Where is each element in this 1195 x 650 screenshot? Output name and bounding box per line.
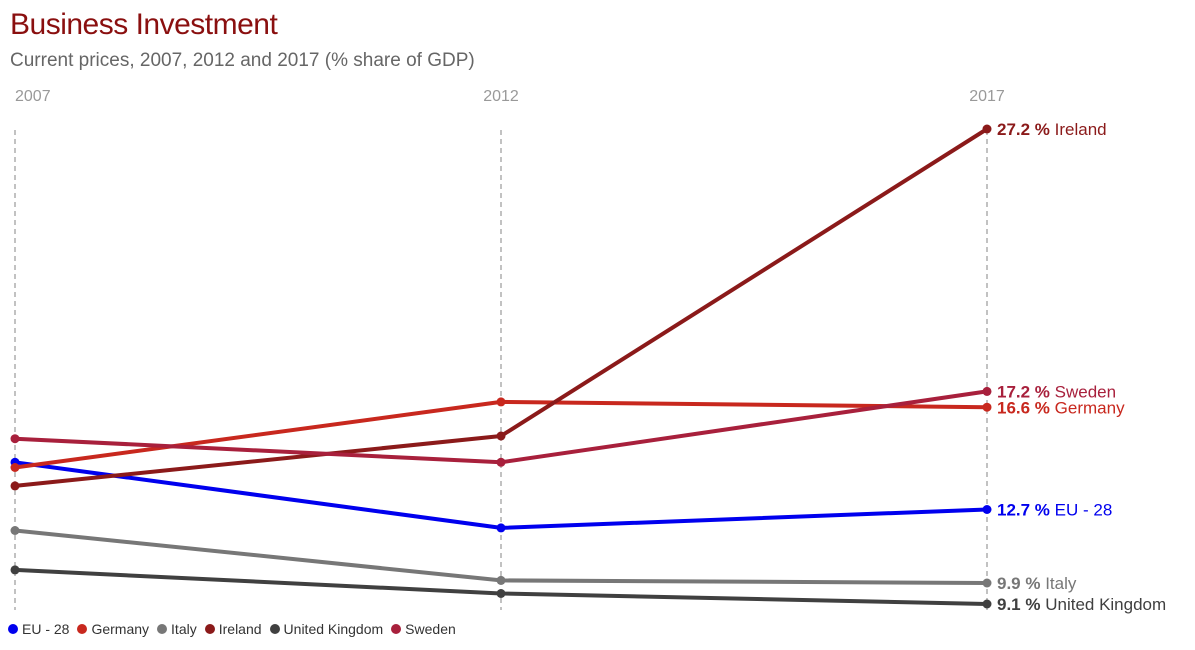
legend-label: EU - 28 [22, 621, 70, 637]
end-label-value: 9.9 % [997, 574, 1040, 593]
x-tick-label: 2007 [15, 88, 51, 105]
data-point [496, 431, 506, 441]
legend-marker-icon [77, 624, 88, 634]
end-label-value: 12.7 % [997, 501, 1050, 520]
legend-item[interactable]: EU - 28 [8, 621, 69, 637]
data-point [496, 523, 506, 533]
end-label: 9.9 % Italy [997, 574, 1077, 593]
legend-item[interactable]: Sweden [391, 621, 456, 637]
data-point [496, 397, 506, 407]
end-label-name: Germany [1050, 398, 1125, 417]
end-label: 12.7 % EU - 28 [997, 501, 1112, 520]
legend-marker-icon [157, 624, 168, 634]
data-point [982, 124, 992, 134]
legend-marker-icon [391, 624, 402, 634]
end-label: 9.1 % United Kingdom [997, 595, 1166, 614]
legend-item[interactable]: Italy [157, 621, 197, 637]
end-label-name: Ireland [1050, 120, 1107, 139]
end-label: 17.2 % Sweden [997, 382, 1116, 401]
data-point [982, 599, 992, 609]
legend-item[interactable]: Germany [77, 621, 149, 637]
data-point [496, 457, 506, 467]
data-point [496, 575, 506, 585]
legend-label: Sweden [405, 621, 456, 637]
data-point [982, 505, 992, 514]
legend-item[interactable]: Ireland [204, 621, 262, 637]
data-point [496, 589, 506, 598]
legend-item[interactable]: United Kingdom [269, 621, 384, 637]
legend-marker-icon [204, 624, 215, 634]
end-label-value: 9.1 % [997, 595, 1040, 614]
end-label-value: 16.6 % [997, 398, 1050, 417]
data-point [982, 402, 992, 412]
data-point [982, 386, 992, 396]
end-label: 27.2 % Ireland [997, 120, 1107, 139]
end-label-name: United Kingdom [1040, 595, 1166, 614]
end-label: 16.6 % Germany [997, 398, 1125, 417]
end-label-value: 17.2 % [997, 382, 1050, 401]
data-point [10, 565, 20, 575]
data-point [10, 481, 20, 491]
legend-label: Ireland [218, 621, 262, 637]
data-point [10, 526, 20, 535]
end-label-value: 27.2 % [997, 120, 1050, 139]
x-tick-label: 2017 [969, 88, 1005, 105]
chart-legend: EU - 28 Germany Italy Ireland United Kingdom… [8, 621, 464, 637]
chart-subtitle: Current prices, 2007, 2012 and 2017 (% s… [10, 50, 475, 71]
end-label-name: Italy [1040, 574, 1076, 593]
end-label-name: Sweden [1050, 382, 1116, 401]
legend-label: Italy [171, 621, 197, 637]
data-point [982, 578, 992, 588]
legend-label: United Kingdom [283, 621, 384, 637]
x-tick-label: 2012 [483, 88, 519, 105]
legend-marker-icon [269, 624, 280, 634]
legend-label: Germany [91, 621, 150, 637]
chart-title: Business Investment [10, 8, 278, 41]
data-point [10, 434, 20, 444]
legend-marker-icon [8, 624, 18, 634]
end-label-name: EU - 28 [1050, 501, 1112, 520]
data-point [10, 463, 20, 472]
